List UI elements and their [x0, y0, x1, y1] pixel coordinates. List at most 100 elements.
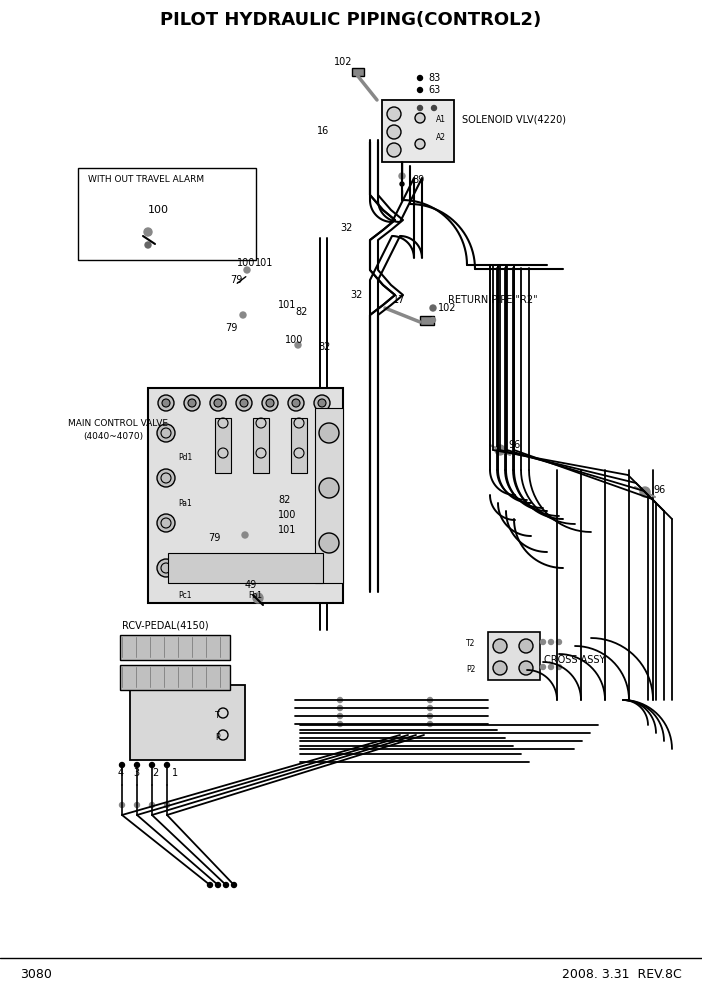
Circle shape [318, 399, 326, 407]
Text: RETURN PIPE "R2": RETURN PIPE "R2" [448, 295, 538, 305]
Text: T: T [215, 710, 220, 719]
Bar [120, 635, 230, 660]
Circle shape [214, 399, 222, 407]
Circle shape [319, 533, 339, 553]
Circle shape [223, 883, 228, 888]
Circle shape [319, 423, 339, 443]
Circle shape [292, 399, 300, 407]
Circle shape [119, 803, 124, 807]
Text: 82: 82 [278, 495, 291, 505]
Circle shape [188, 399, 196, 407]
Bar [420, 316, 434, 325]
Text: Fb1: Fb1 [248, 590, 262, 599]
Circle shape [418, 105, 423, 110]
Bar [215, 418, 231, 473]
Circle shape [430, 305, 436, 311]
Text: 1: 1 [172, 768, 178, 778]
Circle shape [266, 399, 274, 407]
Circle shape [184, 395, 200, 411]
Text: 3: 3 [133, 768, 139, 778]
Text: Pc1: Pc1 [178, 590, 192, 599]
Circle shape [210, 395, 226, 411]
Text: 16: 16 [317, 126, 329, 136]
Bar [253, 418, 269, 473]
Circle shape [428, 721, 432, 726]
Text: P2: P2 [466, 666, 475, 675]
Text: 49: 49 [245, 580, 257, 590]
Circle shape [495, 445, 505, 455]
Circle shape [338, 713, 343, 718]
Circle shape [493, 661, 507, 675]
Circle shape [418, 75, 423, 80]
Bar [291, 418, 307, 473]
Circle shape [541, 665, 545, 670]
Text: A1: A1 [436, 115, 446, 125]
Text: SOLENOID VLV(4220): SOLENOID VLV(4220) [462, 115, 566, 125]
Text: 100: 100 [148, 205, 169, 215]
Text: 100: 100 [278, 510, 296, 520]
Circle shape [314, 395, 330, 411]
Circle shape [400, 182, 404, 186]
Circle shape [262, 395, 278, 411]
Circle shape [519, 661, 533, 675]
Bar [168, 553, 323, 583]
Circle shape [557, 640, 562, 645]
Bar [315, 408, 343, 583]
Text: RCV-PEDAL(4150): RCV-PEDAL(4150) [122, 620, 208, 630]
Circle shape [387, 125, 401, 139]
Text: 83: 83 [428, 73, 440, 83]
Circle shape [519, 639, 533, 653]
Circle shape [208, 883, 213, 888]
Circle shape [150, 803, 154, 807]
Circle shape [428, 705, 432, 710]
Text: 101: 101 [255, 258, 273, 268]
Text: CROSS ASSY: CROSS ASSY [544, 655, 605, 665]
Circle shape [232, 883, 237, 888]
Text: T2: T2 [466, 640, 475, 649]
Text: 102: 102 [438, 303, 456, 313]
Bar [382, 100, 454, 162]
Circle shape [288, 395, 304, 411]
Circle shape [150, 763, 154, 768]
Circle shape [548, 640, 553, 645]
Circle shape [415, 113, 425, 123]
Text: 79: 79 [208, 533, 220, 543]
Circle shape [415, 139, 425, 149]
Circle shape [557, 665, 562, 670]
Circle shape [493, 639, 507, 653]
Circle shape [157, 514, 175, 532]
Text: 102: 102 [334, 57, 352, 67]
Circle shape [236, 395, 252, 411]
Text: Pd1: Pd1 [178, 453, 192, 462]
Circle shape [430, 317, 435, 322]
Text: 82: 82 [295, 307, 307, 317]
Text: 32: 32 [350, 290, 362, 300]
Text: 100: 100 [237, 258, 256, 268]
Circle shape [338, 721, 343, 726]
Text: Pa1: Pa1 [178, 499, 192, 508]
Circle shape [338, 705, 343, 710]
Text: 17: 17 [393, 295, 405, 305]
Circle shape [428, 697, 432, 702]
Bar [488, 632, 540, 680]
Bar [78, 168, 256, 260]
Text: 63: 63 [428, 85, 440, 95]
Circle shape [640, 487, 650, 497]
Circle shape [164, 803, 169, 807]
Circle shape [119, 763, 124, 768]
Text: MAIN CONTROL VALVE: MAIN CONTROL VALVE [68, 419, 168, 428]
Circle shape [319, 478, 339, 498]
Circle shape [432, 105, 437, 110]
Circle shape [253, 593, 263, 603]
Text: 100: 100 [285, 335, 303, 345]
Circle shape [135, 763, 140, 768]
Circle shape [240, 312, 246, 318]
Bar [130, 685, 245, 760]
Text: 79: 79 [230, 275, 242, 285]
Text: 32: 32 [340, 223, 352, 233]
Circle shape [387, 143, 401, 157]
Circle shape [145, 242, 151, 248]
Circle shape [158, 395, 174, 411]
Circle shape [157, 424, 175, 442]
Text: 82: 82 [318, 342, 331, 352]
